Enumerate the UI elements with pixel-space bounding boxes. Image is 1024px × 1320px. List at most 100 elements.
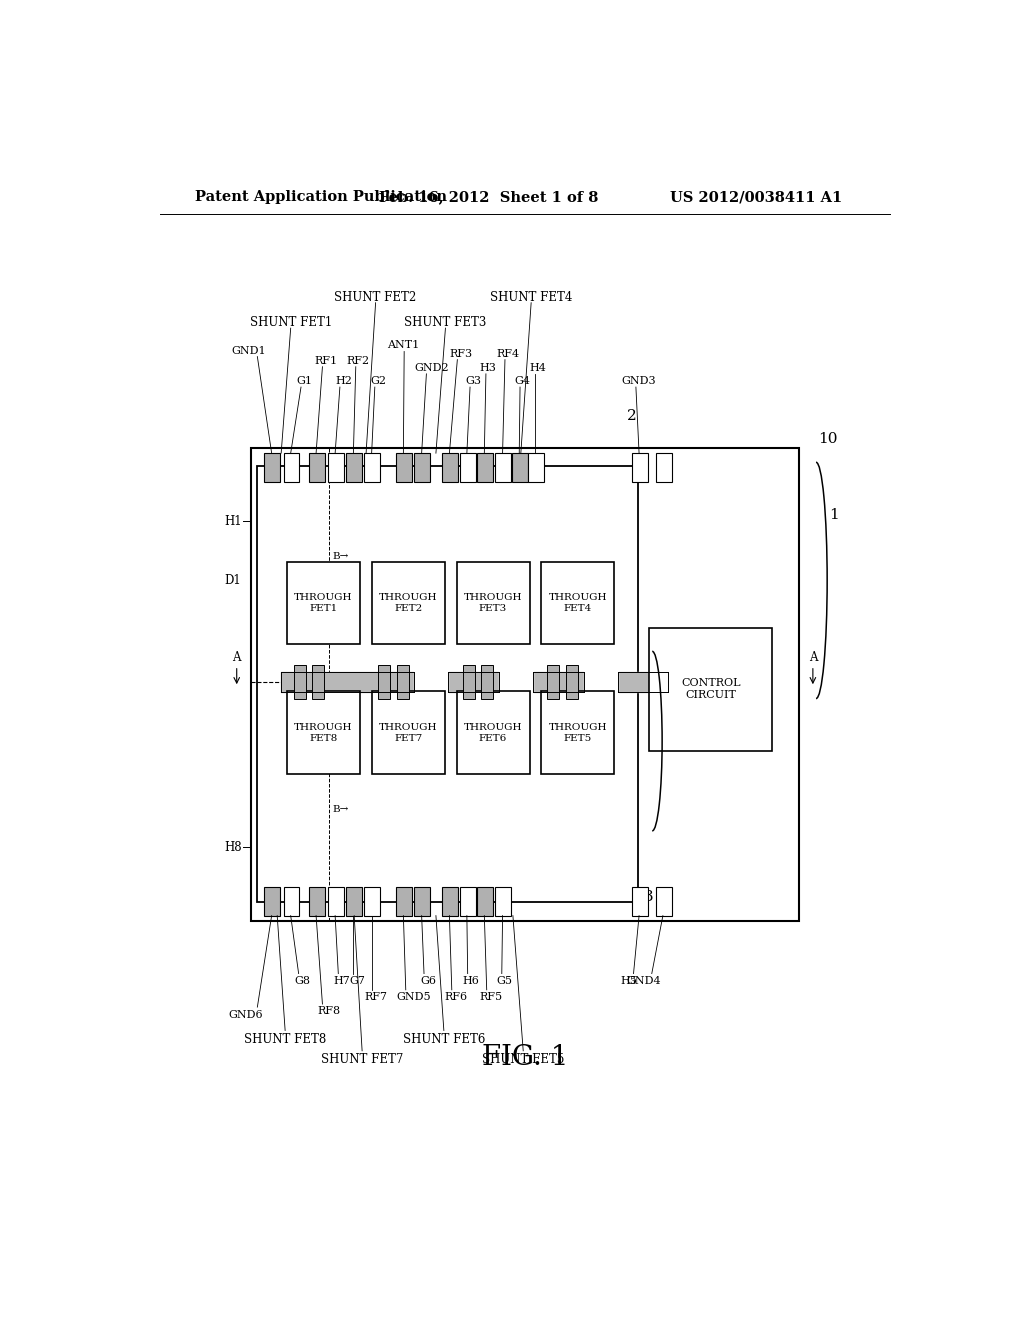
Bar <box>365 453 380 482</box>
Bar <box>346 453 362 482</box>
Text: Feb. 16, 2012  Sheet 1 of 8: Feb. 16, 2012 Sheet 1 of 8 <box>380 190 599 205</box>
Text: RF6: RF6 <box>444 991 467 1002</box>
Text: US 2012/0038411 A1: US 2012/0038411 A1 <box>670 190 842 205</box>
Text: RF2: RF2 <box>346 356 370 366</box>
Text: THROUGH
FET2: THROUGH FET2 <box>379 593 437 612</box>
Bar <box>284 887 299 916</box>
Text: G8: G8 <box>295 975 310 986</box>
Text: H1: H1 <box>224 515 242 528</box>
Text: CONTROL
CIRCUIT: CONTROL CIRCUIT <box>681 678 740 700</box>
Bar <box>460 887 475 916</box>
Text: SHUNT FET3: SHUNT FET3 <box>404 315 486 329</box>
Bar <box>294 665 306 698</box>
Text: H3: H3 <box>480 363 497 372</box>
Bar <box>264 887 281 916</box>
Bar <box>547 665 559 698</box>
Bar <box>257 466 638 903</box>
Text: G5: G5 <box>497 975 512 986</box>
Bar <box>481 665 494 698</box>
Text: D1: D1 <box>224 574 242 587</box>
Text: 2: 2 <box>627 409 637 422</box>
Text: B→: B→ <box>333 552 349 561</box>
Text: G1: G1 <box>296 376 312 385</box>
Bar <box>365 887 380 916</box>
Bar <box>396 453 412 482</box>
Bar <box>372 692 444 775</box>
Text: RF1: RF1 <box>314 356 338 366</box>
Text: H2: H2 <box>336 376 352 385</box>
Text: SHUNT FET2: SHUNT FET2 <box>335 290 417 304</box>
Bar <box>542 692 614 775</box>
Text: SHUNT FET7: SHUNT FET7 <box>321 1053 403 1065</box>
Bar <box>457 561 529 644</box>
Bar <box>512 453 528 482</box>
Bar <box>496 453 511 482</box>
Text: SHUNT FET4: SHUNT FET4 <box>489 290 572 304</box>
Bar <box>312 665 324 698</box>
Bar <box>378 665 390 698</box>
Text: 1: 1 <box>828 508 839 521</box>
Text: FIG. 1: FIG. 1 <box>481 1044 568 1072</box>
Text: Patent Application Publication: Patent Application Publication <box>196 190 447 205</box>
Text: GND5: GND5 <box>396 991 431 1002</box>
Text: THROUGH
FET4: THROUGH FET4 <box>549 593 607 612</box>
Text: H5: H5 <box>621 975 637 986</box>
Bar <box>264 453 281 482</box>
Bar <box>309 453 325 482</box>
Text: G2: G2 <box>371 376 387 385</box>
Text: SHUNT FET5: SHUNT FET5 <box>482 1053 564 1065</box>
Text: ANT1: ANT1 <box>387 341 420 351</box>
Text: RF7: RF7 <box>365 991 387 1002</box>
Text: B→: B→ <box>333 805 349 814</box>
Text: H7: H7 <box>333 975 350 986</box>
Bar <box>309 887 325 916</box>
Text: RF4: RF4 <box>497 348 520 359</box>
Text: RF3: RF3 <box>450 348 473 359</box>
Text: 10: 10 <box>818 432 838 446</box>
Text: SHUNT FET1: SHUNT FET1 <box>250 315 332 329</box>
Bar <box>542 561 614 644</box>
Bar <box>632 453 648 482</box>
Bar <box>632 887 648 916</box>
Text: RF5: RF5 <box>479 991 502 1002</box>
Bar <box>251 447 799 921</box>
Text: THROUGH
FET7: THROUGH FET7 <box>379 723 437 743</box>
Text: THROUGH
FET5: THROUGH FET5 <box>549 723 607 743</box>
Bar <box>397 665 409 698</box>
Text: H6: H6 <box>463 975 479 986</box>
Text: H8: H8 <box>224 841 242 854</box>
Text: THROUGH
FET6: THROUGH FET6 <box>464 723 522 743</box>
Text: 3: 3 <box>644 891 654 904</box>
Text: G7: G7 <box>349 975 366 986</box>
Text: H4: H4 <box>529 363 546 372</box>
Text: SHUNT FET8: SHUNT FET8 <box>244 1032 327 1045</box>
Text: A: A <box>809 651 817 664</box>
Bar <box>477 453 494 482</box>
Bar <box>415 453 430 482</box>
Bar <box>328 453 344 482</box>
Bar <box>457 692 529 775</box>
Text: GND1: GND1 <box>231 346 266 355</box>
Text: G6: G6 <box>420 975 436 986</box>
Text: RF8: RF8 <box>317 1006 340 1016</box>
Text: SHUNT FET6: SHUNT FET6 <box>402 1032 485 1045</box>
Bar <box>442 453 458 482</box>
Bar <box>566 665 578 698</box>
Bar <box>477 887 494 916</box>
Bar <box>496 887 511 916</box>
Text: GND2: GND2 <box>415 363 450 372</box>
Bar <box>415 887 430 916</box>
Bar <box>460 453 475 482</box>
Text: GND6: GND6 <box>228 1010 263 1020</box>
Text: THROUGH
FET8: THROUGH FET8 <box>294 723 352 743</box>
Bar <box>655 887 672 916</box>
Text: G4: G4 <box>514 376 530 385</box>
Text: GND3: GND3 <box>621 376 655 385</box>
Bar <box>649 628 772 751</box>
Text: THROUGH
FET3: THROUGH FET3 <box>464 593 522 612</box>
Bar <box>528 453 544 482</box>
Bar <box>346 887 362 916</box>
Bar <box>372 561 444 644</box>
Bar <box>287 692 359 775</box>
Bar <box>463 665 475 698</box>
